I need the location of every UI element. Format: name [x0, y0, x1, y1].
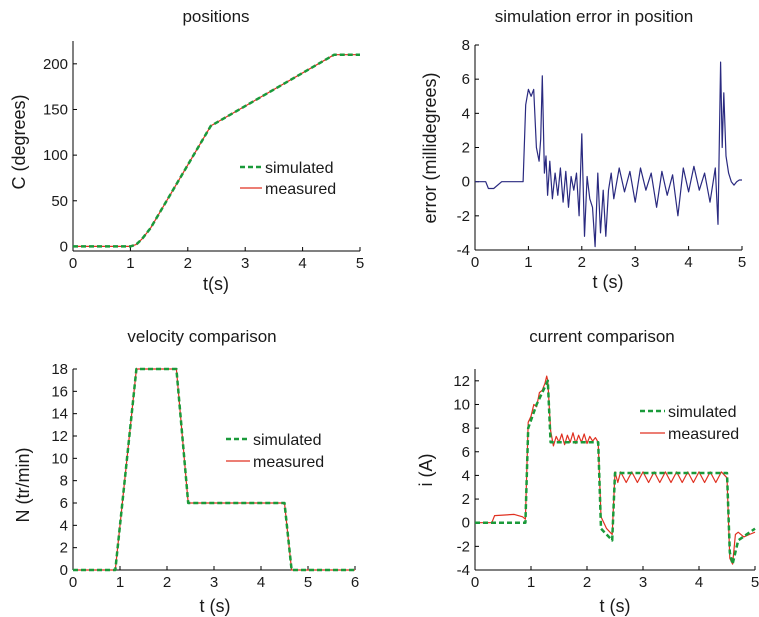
y-tick-label: 6 — [60, 495, 68, 512]
x-tick-label: 1 — [116, 574, 124, 591]
y-tick-label: 6 — [462, 444, 470, 461]
y-tick-label: 0 — [60, 238, 68, 255]
x-axis-label: t (s) — [593, 272, 624, 292]
error-series-line — [475, 61, 742, 248]
y-tick-label: -4 — [457, 562, 470, 579]
x-tick-label: 5 — [304, 574, 312, 591]
legend: simulated measured — [240, 160, 336, 198]
legend-label-measured: measured — [253, 454, 324, 471]
y-tick-label: 0 — [462, 515, 470, 532]
chart-title: current comparison — [529, 327, 675, 346]
x-tick-label: 3 — [210, 574, 218, 591]
x-axis-label: t (s) — [200, 596, 231, 616]
y-axis-label: i (A) — [416, 454, 436, 487]
y-tick-label: 16 — [51, 383, 68, 400]
y-axis-label: N (tr/min) — [13, 448, 33, 523]
y-tick-label: 6 — [462, 71, 470, 88]
plot-area: 0 1 2 3 4 5 -4 -2 0 2 4 6 8 — [457, 37, 747, 271]
y-tick-label: 4 — [60, 517, 68, 534]
x-tick-label: 3 — [631, 254, 639, 271]
x-tick-label: 2 — [583, 574, 591, 591]
legend: simulated measured — [640, 404, 739, 443]
y-tick-label: 2 — [462, 140, 470, 157]
panel-simulation-error: simulation error in position t (s) error… — [420, 7, 746, 292]
y-tick-label: 4 — [462, 467, 470, 484]
y-tick-label: 0 — [462, 174, 470, 191]
x-tick-label: 5 — [751, 574, 759, 591]
x-tick-label: 2 — [578, 254, 586, 271]
y-tick-label: 10 — [51, 450, 68, 467]
y-tick-label: 50 — [51, 193, 68, 210]
chart-title: simulation error in position — [495, 7, 693, 26]
y-tick-label: 8 — [462, 420, 470, 437]
y-tick-label: 150 — [43, 101, 68, 118]
chart-title: velocity comparison — [127, 327, 276, 346]
x-tick-label: 0 — [69, 574, 77, 591]
y-axis-label: error (millidegrees) — [420, 72, 440, 223]
x-axis-label: t(s) — [203, 274, 229, 294]
x-tick-label: 5 — [738, 254, 746, 271]
y-axis-label: C (degrees) — [9, 94, 29, 189]
y-tick-label: -4 — [457, 242, 470, 259]
panel-current-comparison: current comparison t (s) i (A) 0 1 2 3 4 5-4-… — [416, 327, 759, 616]
y-tick-label: 2 — [60, 540, 68, 557]
x-axis-label: t (s) — [600, 596, 631, 616]
y-tick-label: 4 — [462, 105, 470, 122]
x-tick-label: 0 — [471, 254, 479, 271]
legend-label-simulated: simulated — [668, 404, 736, 421]
x-tick-label: 5 — [356, 255, 364, 272]
x-tick-label: 4 — [298, 255, 306, 272]
y-tick-label: -2 — [457, 538, 470, 555]
chart-title: positions — [182, 7, 249, 26]
x-tick-label: 2 — [184, 255, 192, 272]
y-tick-label: 10 — [453, 396, 470, 413]
y-tick-label: 0 — [60, 562, 68, 579]
x-tick-label: 3 — [241, 255, 249, 272]
y-tick-label: 8 — [60, 473, 68, 490]
panel-positions: positions t(s) C (degrees) 0 1 2 3 4 50501001… — [9, 7, 364, 294]
x-tick-label: 4 — [257, 574, 265, 591]
x-tick-label: 1 — [126, 255, 134, 272]
legend-label-measured: measured — [668, 426, 739, 443]
y-tick-label: -2 — [457, 208, 470, 225]
y-tick-label: 200 — [43, 56, 68, 73]
y-tick-label: 18 — [51, 361, 68, 378]
x-tick-label: 2 — [163, 574, 171, 591]
y-tick-label: 8 — [462, 37, 470, 54]
legend-label-simulated: simulated — [265, 160, 333, 177]
measured-series-line — [73, 54, 360, 247]
x-tick-label: 0 — [471, 574, 479, 591]
simulated-series-line — [475, 379, 756, 566]
simulated-series-line — [73, 53, 360, 248]
x-tick-label: 1 — [527, 574, 535, 591]
legend-label-measured: measured — [265, 181, 336, 198]
x-tick-label: 4 — [695, 574, 703, 591]
x-tick-label: 3 — [639, 574, 647, 591]
x-tick-label: 0 — [69, 255, 77, 272]
x-tick-label: 4 — [684, 254, 692, 271]
legend: simulated measured — [226, 432, 324, 471]
x-tick-label: 1 — [524, 254, 532, 271]
legend-label-simulated: simulated — [253, 432, 321, 449]
simulated-series-line — [73, 367, 355, 572]
y-tick-label: 12 — [453, 373, 470, 390]
y-tick-label: 100 — [43, 147, 68, 164]
y-tick-label: 12 — [51, 428, 68, 445]
y-tick-label: 2 — [462, 491, 470, 508]
y-tick-label: 14 — [51, 406, 68, 423]
x-tick-label: 6 — [351, 574, 359, 591]
